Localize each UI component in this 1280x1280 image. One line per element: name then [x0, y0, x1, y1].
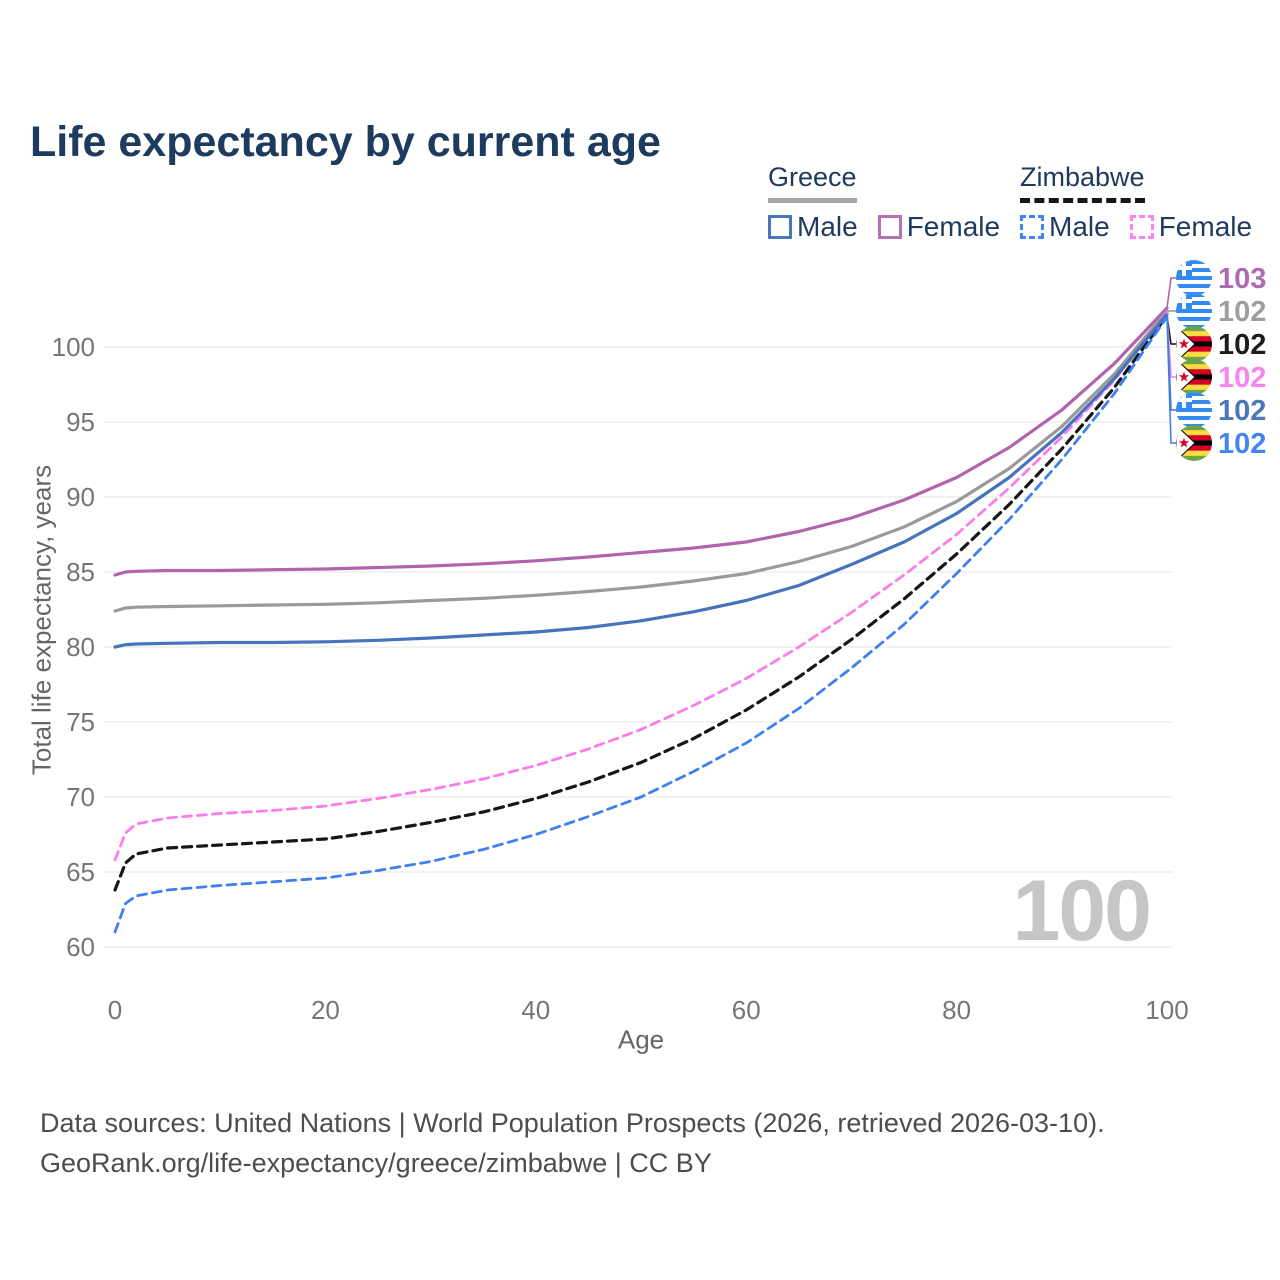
x-tick-label: 60: [732, 995, 761, 1025]
legend-group-zimbabwe: Zimbabwe Male Female: [1020, 162, 1252, 243]
legend-group-greece: Greece Male Female: [768, 162, 1000, 243]
legend-items-greece: Male Female: [768, 211, 1000, 243]
y-tick-label: 95: [66, 407, 95, 437]
x-tick-label: 40: [521, 995, 550, 1025]
zimbabwe-flag-icon: [1176, 425, 1212, 461]
end-label-value: 102: [1218, 296, 1266, 328]
legend-item-greece-male[interactable]: Male: [768, 211, 858, 243]
legend-country-zimbabwe[interactable]: Zimbabwe: [1020, 162, 1145, 203]
y-tick-label: 60: [66, 932, 95, 962]
y-tick-label: 70: [66, 782, 95, 812]
end-label-value: 102: [1218, 362, 1266, 394]
end-label-connector: [1166, 277, 1177, 309]
greece-male-swatch-icon: [768, 215, 792, 239]
series-line-greece-male: [113, 312, 1169, 649]
series-line-greece: [113, 309, 1169, 613]
x-tick-label: 0: [108, 995, 122, 1025]
x-tick-label: 80: [942, 995, 971, 1025]
series-line-zimbabwe-male: [113, 315, 1169, 934]
legend-item-greece-female[interactable]: Female: [877, 211, 1001, 243]
legend-item-zimbabwe-female[interactable]: Female: [1129, 211, 1253, 243]
zimbabwe-flag-icon: [1176, 359, 1212, 395]
end-label-value: 102: [1218, 395, 1266, 427]
y-tick-label: 80: [66, 632, 95, 662]
greece-female-swatch-icon: [877, 215, 902, 239]
legend-items-zimbabwe: Male Female: [1020, 211, 1252, 243]
end-label-value: 102: [1218, 428, 1266, 460]
series-line-zimbabwe: [113, 313, 1169, 892]
series-line-greece-female: [113, 306, 1169, 577]
attribution-text: GeoRank.org/life-expectancy/greece/zimba…: [40, 1148, 712, 1178]
y-tick-label: 75: [66, 707, 95, 737]
y-tick-label: 90: [66, 482, 95, 512]
greece-flag-icon: [1176, 260, 1212, 296]
x-tick-label: 100: [1145, 995, 1188, 1025]
legend-item-zimbabwe-male[interactable]: Male: [1020, 211, 1110, 243]
legend-label: Male: [797, 211, 858, 242]
x-axis-title: Age: [617, 1024, 665, 1055]
zimbabwe-flag-icon: [1176, 326, 1212, 362]
end-label-value: 102: [1218, 329, 1266, 361]
greece-flag-icon: [1176, 293, 1212, 329]
legend-label: Female: [1158, 211, 1253, 242]
legend-country-greece[interactable]: Greece: [768, 162, 857, 203]
zimbabwe-female-swatch-icon: [1129, 215, 1154, 239]
end-label-connector: [1166, 316, 1177, 444]
y-tick-label: 85: [66, 557, 95, 587]
end-label-value: 103: [1218, 263, 1266, 295]
greece-flag-icon: [1176, 392, 1212, 428]
page-title: Life expectancy by current age: [30, 117, 661, 166]
legend-label: Female: [906, 211, 1001, 242]
legend-label: Male: [1049, 211, 1110, 242]
y-tick-label: 100: [52, 332, 95, 362]
series-line-zimbabwe-female: [113, 311, 1169, 862]
zimbabwe-male-swatch-icon: [1020, 215, 1044, 239]
y-tick-label: 65: [66, 857, 95, 887]
data-sources-text: Data sources: United Nations | World Pop…: [40, 1108, 1105, 1138]
frame-counter-watermark: 100: [1012, 863, 1152, 959]
x-tick-label: 20: [311, 995, 340, 1025]
